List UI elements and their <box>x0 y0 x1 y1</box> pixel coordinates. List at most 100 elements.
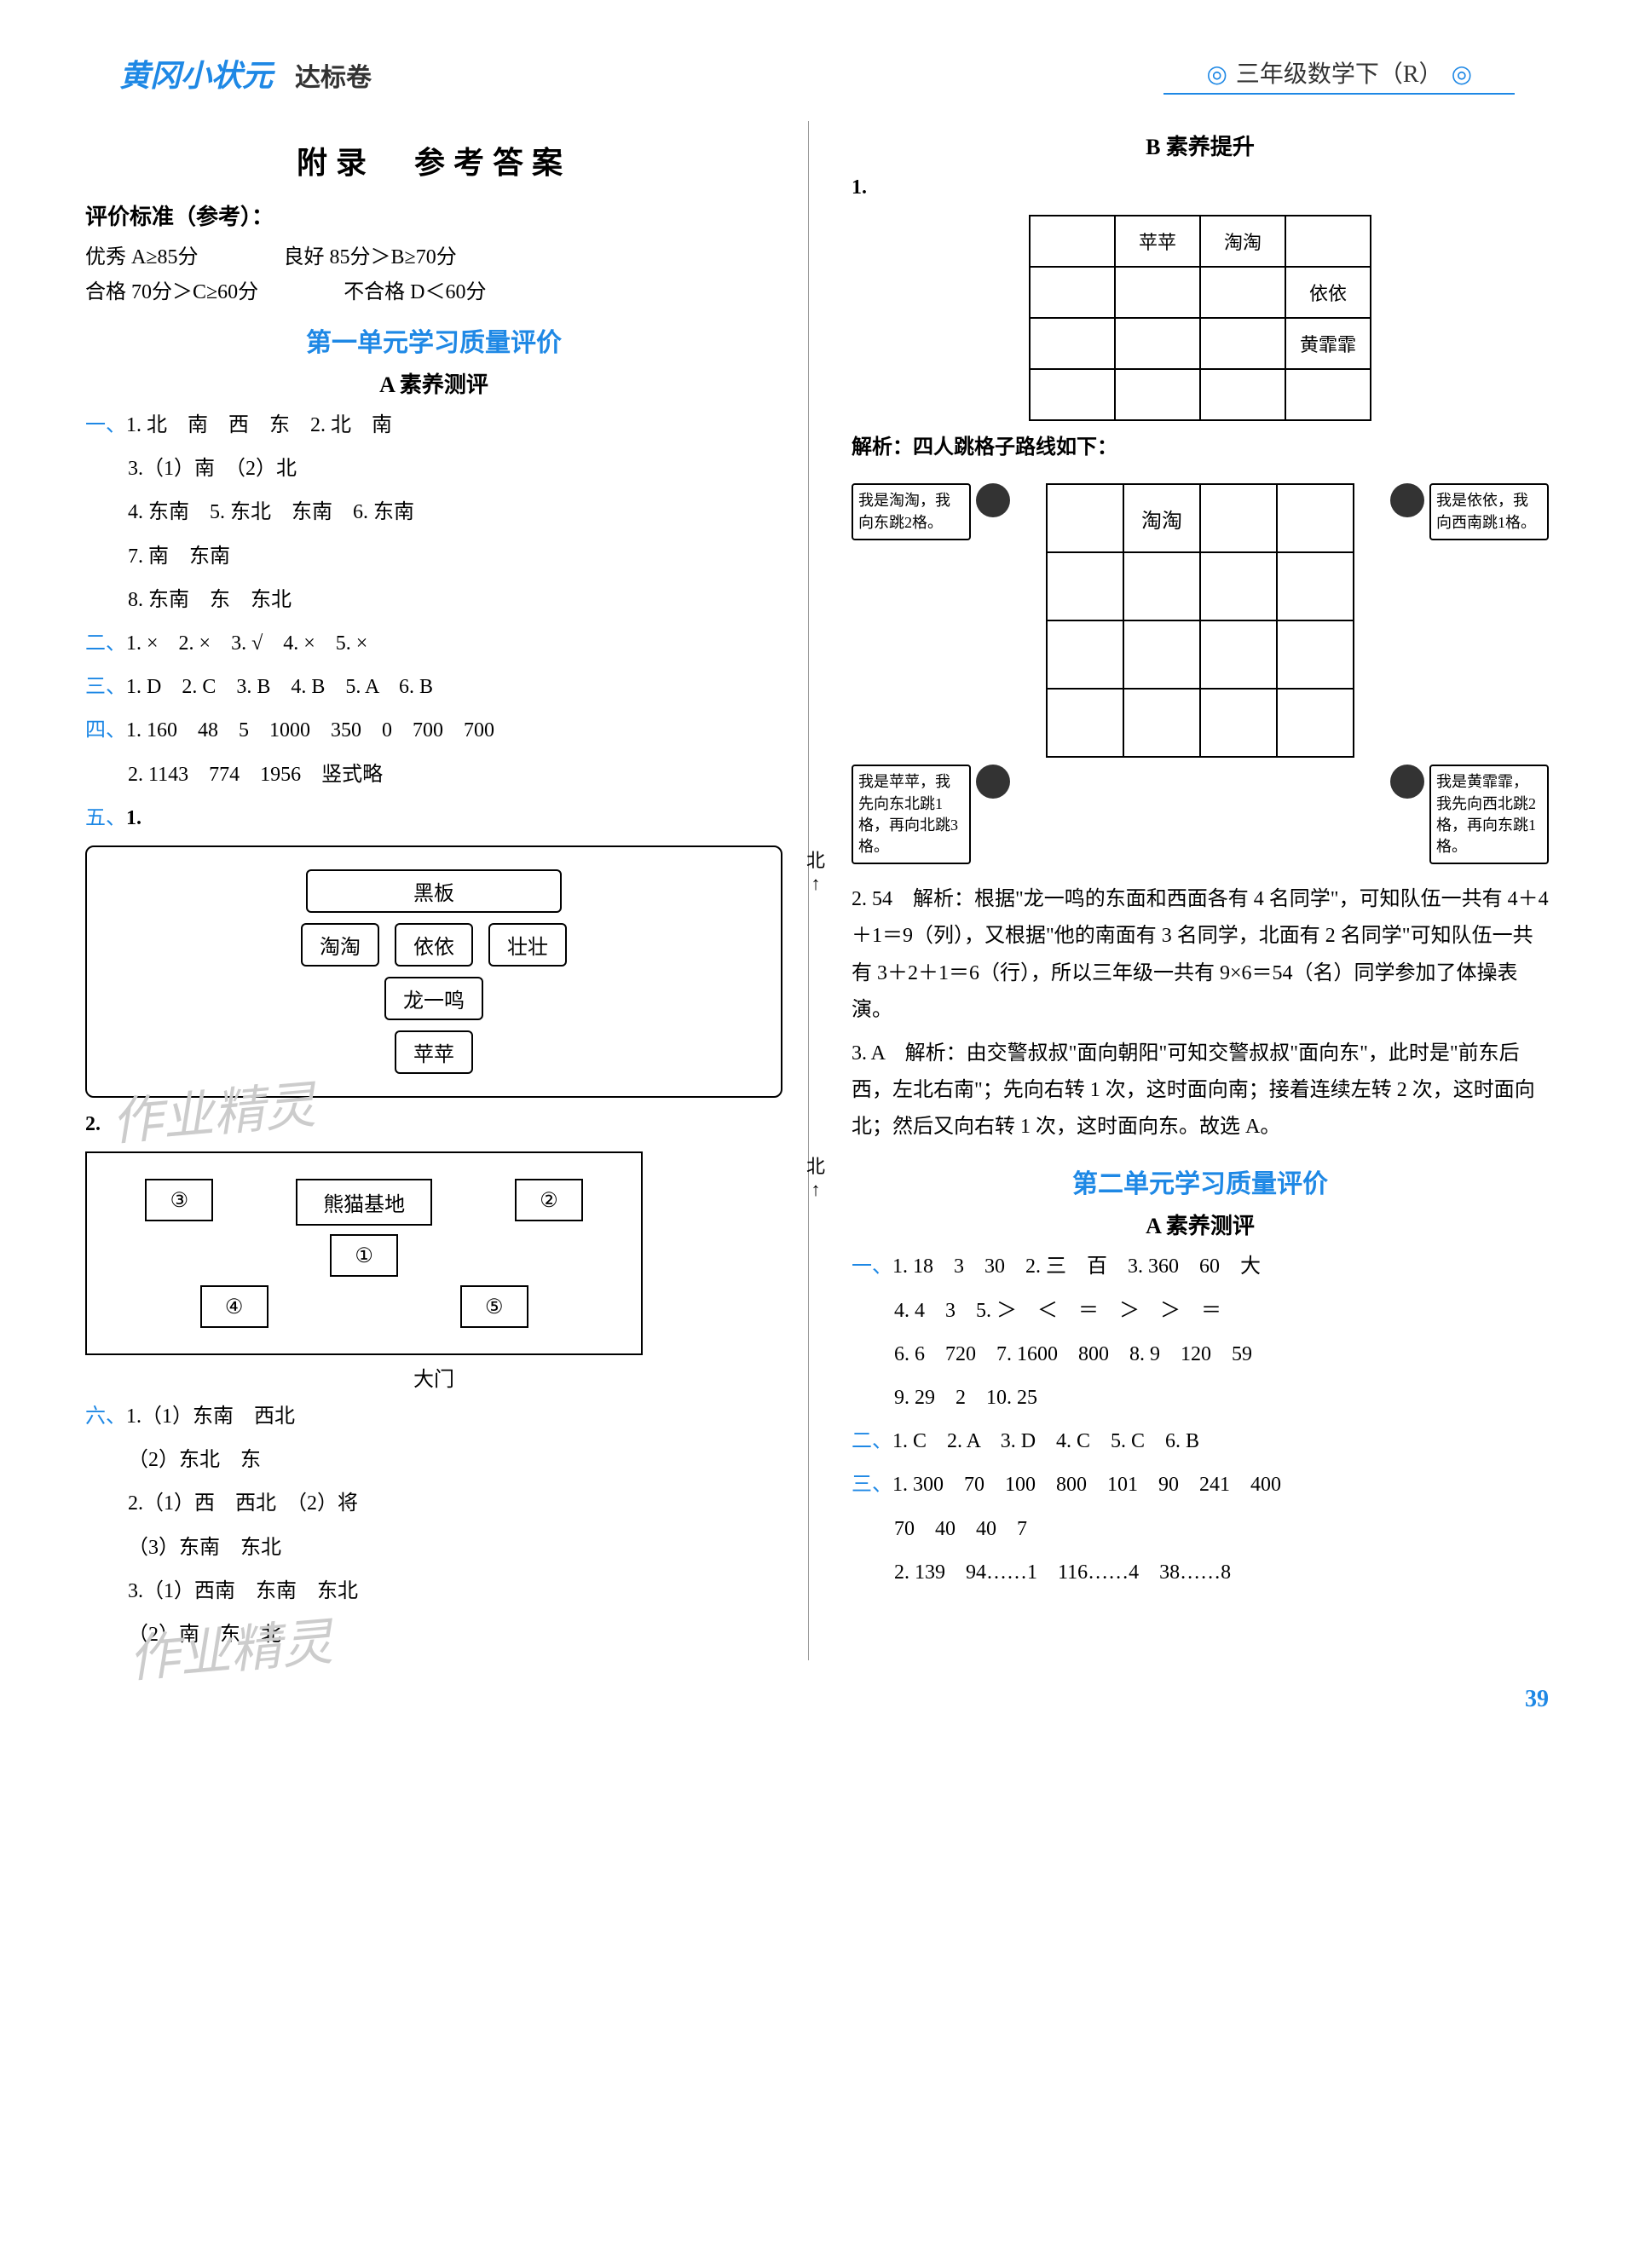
grid-r2c3 <box>1200 267 1285 318</box>
q1-l5: 8. 东南 东 东北 <box>85 582 782 619</box>
u2-roman-2: 二、 <box>852 1430 892 1452</box>
grid-r4c2 <box>1115 369 1200 420</box>
u2-q2: 1. C 2. A 3. D 4. C 5. C 6. B <box>892 1430 1199 1452</box>
criteria-fail: 不合格 D＜60分 <box>344 274 486 304</box>
brand-name: 黄冈小状元 <box>119 59 273 93</box>
q1-l3: 4. 东南 5. 东北 东南 6. 东南 <box>85 494 782 531</box>
avatar-icon <box>1390 483 1424 517</box>
avatar-icon <box>976 483 1010 517</box>
page-header: 黄冈小状元 达标卷 三年级数学下（R） <box>85 51 1549 95</box>
u2-q1-l2: 4. 4 3 5. ＞ ＜ ＝ ＞ ＞ ＝ <box>852 1293 1549 1330</box>
u2-q1-l1: 1. 18 3 30 2. 三 百 3. 360 60 大 <box>892 1255 1261 1278</box>
seat-blackboard: 黑板 <box>306 869 562 913</box>
roman-5: 五、 <box>85 807 126 829</box>
analysis-grid: 淘淘 <box>1046 483 1354 758</box>
grid-r4c1 <box>1030 369 1115 420</box>
brand-block: 黄冈小状元 达标卷 <box>119 51 372 95</box>
panda-box-3: ③ <box>145 1179 213 1221</box>
roman-4: 四、 <box>85 719 126 742</box>
grid-r3c3 <box>1200 318 1285 369</box>
criteria-title: 评价标准（参考）： <box>85 199 782 231</box>
unit1-answers: 一、1. 北 南 西 东 2. 北 南 3.（1）南 （2）北 4. 东南 5.… <box>85 407 782 1653</box>
left-column: 附录 参考答案 评价标准（参考）： 优秀 A≥85分 良好 85分＞B≥70分 … <box>85 121 809 1660</box>
right-column: B 素养提升 1. 苹苹 淘淘 依依 <box>843 121 1549 1660</box>
grid-r4c4 <box>1285 369 1371 420</box>
grid-r1c4 <box>1285 216 1371 267</box>
analysis-label: 解析：四人跳格子路线如下： <box>852 430 1549 466</box>
compass-1: 北↑ <box>806 845 825 895</box>
callout-bl: 我是苹苹，我先向东北跳1格，再向北跳3格。 <box>852 765 971 864</box>
seat-yiyi: 依依 <box>395 923 473 967</box>
u2-q3-l2: 70 40 40 7 <box>852 1511 1549 1548</box>
q2-text: 1. × 2. × 3. √ 4. × 5. × <box>126 632 367 655</box>
grid-r4c3 <box>1200 369 1285 420</box>
panda-box-2: ② <box>515 1179 583 1221</box>
q1-l1: 1. 北 南 西 东 2. 北 南 <box>126 414 392 436</box>
unit1-sectionA: A 素养测评 <box>85 367 782 399</box>
u2-q3-l3: 2. 139 94……1 116……4 38……8 <box>852 1555 1549 1591</box>
b-q2: 2. 54 解析：根据"龙一鸣的东面和西面各有 4 名同学"，可知队伍一共有 4… <box>852 881 1549 1029</box>
page-number: 39 <box>85 1686 1549 1713</box>
q3-text: 1. D 2. C 3. B 4. B 5. A 6. B <box>126 676 433 698</box>
roman-3: 三、 <box>85 676 126 698</box>
roman-1: 一、 <box>85 414 126 436</box>
u2-q1-l3: 6. 6 720 7. 1600 800 8. 9 120 59 <box>852 1336 1549 1373</box>
grid-r3c2 <box>1115 318 1200 369</box>
q1-l4: 7. 南 东南 <box>85 539 782 575</box>
panda-diagram: ③ 熊猫基地 ② ① ④ ⑤ <box>85 1151 643 1355</box>
grid-r1c3: 淘淘 <box>1200 216 1285 267</box>
criteria-good: 良好 85分＞B≥70分 <box>284 239 457 269</box>
brand-sub: 达标卷 <box>295 64 372 92</box>
seat-pingping: 苹苹 <box>395 1030 473 1074</box>
seat-longyiming: 龙一鸣 <box>384 977 483 1020</box>
q4-l1: 1. 160 48 5 1000 350 0 700 700 <box>126 719 494 742</box>
grid-r2c2 <box>1115 267 1200 318</box>
q4-l2: 2. 1143 774 1956 竖式略 <box>85 757 782 794</box>
avatar-icon <box>976 765 1010 799</box>
appendix-title: 附录 参考答案 <box>85 138 782 182</box>
roman-2: 二、 <box>85 632 126 655</box>
gate-label: 大门 <box>85 1362 782 1392</box>
b-q1-label: 1. <box>852 176 867 199</box>
u2-q1-l4: 9. 29 2 10. 25 <box>852 1380 1549 1417</box>
unit2-answers: 一、1. 18 3 30 2. 三 百 3. 360 60 大 4. 4 3 5… <box>852 1249 1549 1591</box>
criteria-row-2: 合格 70分＞C≥60分 不合格 D＜60分 <box>85 274 782 304</box>
q6-l1: 1.（1）东南 西北 <box>126 1405 295 1428</box>
grid-r1c1 <box>1030 216 1115 267</box>
grid-r1c2: 苹苹 <box>1115 216 1200 267</box>
compass-2: 北↑ <box>806 1151 825 1201</box>
u2-roman-1: 一、 <box>852 1255 892 1278</box>
u2-roman-3: 三、 <box>852 1474 892 1496</box>
callout-br: 我是黄霏霏，我先向西北跳2格，再向东跳1格。 <box>1429 765 1549 864</box>
unit1-title: 第一单元学习质量评价 <box>85 321 782 359</box>
grid-answer-table: 苹苹 淘淘 依依 黄霏霏 <box>1029 215 1371 421</box>
callout-tr: 我是依依，我向西南跳1格。 <box>1429 483 1549 540</box>
criteria-excellent: 优秀 A≥85分 <box>85 239 199 269</box>
panda-box-4: ④ <box>200 1285 268 1328</box>
seating-diagram: 黑板 淘淘 依依 壮壮 龙一鸣 苹苹 <box>85 845 782 1098</box>
unit2-sectionA: A 素养测评 <box>852 1209 1549 1240</box>
seat-taotao: 淘淘 <box>301 923 379 967</box>
grid-r3c4: 黄霏霏 <box>1285 318 1371 369</box>
criteria-row-1: 优秀 A≥85分 良好 85分＞B≥70分 <box>85 239 782 269</box>
grade-title: 三年级数学下（R） <box>1163 52 1515 95</box>
q6-l3: 2.（1）西 西北 （2）将 <box>85 1486 782 1522</box>
analysis-diagram: 我是淘淘，我向东跳2格。 淘淘 我是依依，我向西南跳1格。 我是苹 <box>852 483 1549 864</box>
q6-l2: （2）东北 东 <box>85 1442 782 1479</box>
grid-r2c1 <box>1030 267 1115 318</box>
q1-l2: 3.（1）南 （2）北 <box>85 451 782 488</box>
callout-tl: 我是淘淘，我向东跳2格。 <box>852 483 971 540</box>
b-q3: 3. A 解析：由交警叔叔"面向朝阳"可知交警叔叔"面向东"，此时是"前东后西，… <box>852 1036 1549 1146</box>
q6-l4: （3）东南 东北 <box>85 1530 782 1567</box>
seat-zhuangzhuang: 壮壮 <box>488 923 567 967</box>
u2-q3-l1: 1. 300 70 100 800 101 90 241 400 <box>892 1474 1281 1496</box>
unit2-title: 第二单元学习质量评价 <box>852 1163 1549 1200</box>
grid-r3c1 <box>1030 318 1115 369</box>
roman-6: 六、 <box>85 1405 126 1428</box>
panda-base: 熊猫基地 <box>296 1179 432 1226</box>
panda-box-1: ① <box>330 1234 398 1277</box>
unit1-sectionB: B 素养提升 <box>852 130 1549 161</box>
q5-label2: 2. <box>85 1113 101 1135</box>
criteria-pass: 合格 70分＞C≥60分 <box>85 274 258 304</box>
q6-l6: （2）南 东 北 <box>85 1617 782 1653</box>
